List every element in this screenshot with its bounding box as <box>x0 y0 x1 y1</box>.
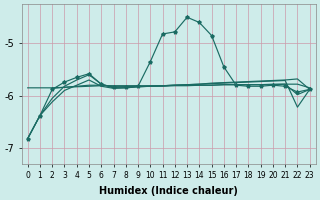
X-axis label: Humidex (Indice chaleur): Humidex (Indice chaleur) <box>99 186 238 196</box>
